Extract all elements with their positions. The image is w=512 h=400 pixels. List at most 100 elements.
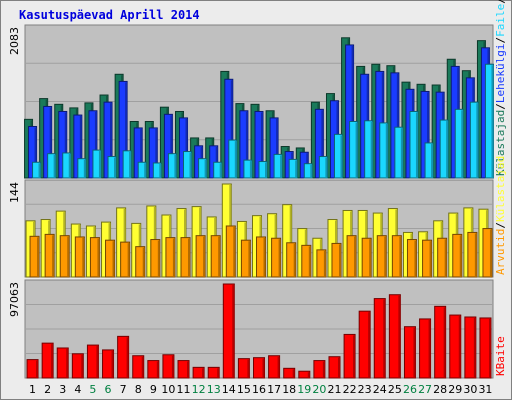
- bar-middle-arvutid-day-16-shade: [263, 237, 266, 277]
- bar-top-faile-day-27-shade: [431, 143, 434, 178]
- legend-part-1: /: [494, 222, 507, 229]
- bar-top-faile-day-23-shade: [370, 121, 373, 178]
- bar-top-lehekülgi-day-10-shade: [170, 115, 173, 178]
- bar-top-lehekülgi-day-3-shade: [64, 112, 67, 178]
- bar-bottom-kbaite-day-21-shade: [337, 357, 340, 378]
- bar-top-lehekülgi-day-2-shade: [49, 107, 52, 178]
- bar-bottom-kbaite-day-20-shade: [322, 361, 325, 378]
- bar-middle-arvutid-day-18-shade: [293, 243, 296, 277]
- bar-middle-arvutid-day-17-shade: [278, 239, 281, 277]
- bar-top-faile-day-19-shade: [310, 164, 313, 178]
- x-tick-day-30: 30: [463, 383, 477, 396]
- bar-middle-arvutid-day-19-shade: [308, 246, 311, 277]
- bar-middle-arvutid-day-20-shade: [323, 250, 326, 277]
- bar-bottom-kbaite-day-6-shade: [111, 350, 114, 378]
- bar-top-faile-day-25-shade: [400, 128, 403, 178]
- panel-top-legend: Külastajad/Lehekülgi/Faile/Pöördumisi: [494, 0, 507, 176]
- bar-bottom-kbaite-day-14-shade: [232, 285, 235, 378]
- bar-top-faile-day-8-shade: [144, 163, 147, 178]
- panel-bottom-ymax-label: 97063: [8, 282, 21, 317]
- bar-bottom-kbaite-day-23-shade: [368, 312, 371, 378]
- x-tick-day-7: 7: [120, 383, 127, 396]
- bar-bottom-kbaite-day-11-shade: [187, 361, 190, 378]
- bar-top-faile-day-6-shade: [114, 157, 117, 178]
- bar-top-lehekülgi-day-25-shade: [396, 73, 399, 178]
- bar-middle-arvutid-day-31-shade: [489, 229, 492, 277]
- bar-middle-arvutid-day-26-shade: [414, 240, 417, 277]
- bar-top-faile-day-11-shade: [189, 152, 192, 178]
- bar-middle-arvutid-day-1-shade: [37, 237, 40, 277]
- bar-middle-arvutid-day-7-shade: [127, 243, 130, 277]
- bar-top-faile-day-28-shade: [446, 121, 449, 178]
- bar-top-lehekülgi-day-17-shade: [276, 118, 279, 178]
- x-tick-day-27: 27: [418, 383, 432, 396]
- bar-top-lehekülgi-day-11-shade: [185, 118, 188, 178]
- x-tick-day-14: 14: [222, 383, 236, 396]
- bar-middle-arvutid-day-27-shade: [429, 241, 432, 277]
- bar-bottom-kbaite-day-9-shade: [156, 361, 159, 378]
- bar-middle-arvutid-day-5-shade: [97, 238, 100, 277]
- bar-middle-arvutid-day-11-shade: [188, 238, 191, 277]
- x-tick-day-15: 15: [237, 383, 251, 396]
- x-tick-day-19: 19: [297, 383, 311, 396]
- bar-top-lehekülgi-day-15-shade: [245, 111, 248, 178]
- bar-top-faile-day-16-shade: [265, 162, 267, 178]
- bar-top-lehekülgi-day-8-shade: [140, 128, 143, 178]
- bar-middle-arvutid-day-15-shade: [248, 241, 251, 277]
- bar-bottom-kbaite-day-26-shade: [413, 327, 416, 378]
- bar-top-faile-day-26-shade: [415, 112, 418, 178]
- x-tick-day-24: 24: [373, 383, 387, 396]
- bar-bottom-kbaite-day-16-shade: [262, 358, 265, 378]
- bar-top-lehekülgi-day-20-shade: [321, 110, 324, 178]
- bar-top-faile-day-5-shade: [98, 151, 101, 178]
- bar-bottom-kbaite-day-12-shade: [202, 368, 205, 378]
- bar-top-faile-day-7-shade: [129, 151, 132, 178]
- bar-bottom-kbaite-day-28-shade: [443, 307, 446, 378]
- bar-bottom-kbaite-day-10-shade: [171, 355, 174, 378]
- bar-top-faile-day-9-shade: [159, 163, 162, 178]
- x-tick-day-4: 4: [74, 383, 81, 396]
- bar-bottom-kbaite-day-2-shade: [51, 344, 54, 378]
- bar-top-faile-day-29-shade: [461, 110, 464, 178]
- bar-middle-arvutid-day-2-shade: [52, 235, 55, 277]
- x-tick-day-18: 18: [282, 383, 296, 396]
- legend-part-2: Lehekülgi: [494, 44, 507, 104]
- x-tick-day-1: 1: [29, 383, 36, 396]
- x-tick-day-28: 28: [433, 383, 447, 396]
- x-tick-day-26: 26: [403, 383, 417, 396]
- bar-top-faile-day-10-shade: [174, 154, 177, 178]
- x-tick-day-8: 8: [135, 383, 142, 396]
- bar-top-faile-day-24-shade: [385, 123, 388, 178]
- chart-title: Kasutuspäevad Aprill 2014: [19, 8, 200, 22]
- bar-top-faile-day-2-shade: [53, 154, 56, 178]
- bar-middle-arvutid-day-30-shade: [474, 233, 477, 277]
- x-tick-day-21: 21: [327, 383, 341, 396]
- x-tick-day-23: 23: [358, 383, 372, 396]
- legend-part-0: KBaite: [494, 336, 507, 376]
- bar-middle-arvutid-day-10-shade: [172, 238, 175, 277]
- bar-middle-arvutid-day-14-shade: [233, 226, 236, 277]
- bar-top-faile-day-21-shade: [340, 135, 343, 178]
- bar-bottom-kbaite-day-13-shade: [217, 368, 220, 378]
- bar-top-lehekülgi-day-27-shade: [427, 92, 430, 178]
- bar-bottom-kbaite-day-31-shade: [488, 318, 491, 378]
- x-tick-day-10: 10: [161, 383, 175, 396]
- bar-top-lehekülgi-day-14-shade: [230, 80, 233, 178]
- legend-part-2: Külastajad: [494, 156, 507, 222]
- x-tick-day-2: 2: [44, 383, 51, 396]
- bar-top-faile-day-30-shade: [476, 103, 479, 178]
- bar-middle-arvutid-day-21-shade: [338, 244, 341, 277]
- x-tick-day-6: 6: [105, 383, 112, 396]
- bar-middle-arvutid-day-4-shade: [82, 237, 85, 277]
- bar-middle-arvutid-day-12-shade: [203, 236, 206, 277]
- bar-top-faile-day-14-shade: [234, 141, 237, 178]
- bar-top-lehekülgi-day-1-shade: [34, 127, 37, 178]
- bar-top-lehekülgi-day-9-shade: [155, 128, 158, 178]
- bar-bottom-kbaite-day-17-shade: [277, 356, 280, 378]
- legend-part-4: Faile: [494, 4, 507, 37]
- legend-part-0: Arvutid: [494, 229, 507, 275]
- legend-part-1: /: [494, 103, 507, 110]
- x-tick-day-25: 25: [388, 383, 402, 396]
- x-tick-day-13: 13: [207, 383, 221, 396]
